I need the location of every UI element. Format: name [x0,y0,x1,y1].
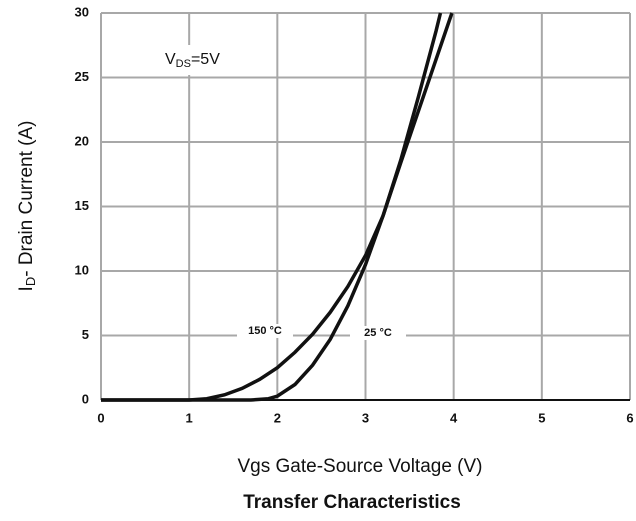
y-tick-label: 20 [75,133,89,148]
curve-label: 150 °C [248,325,282,337]
x-tick-label: 3 [362,410,369,425]
chart-title: Transfer Characteristics [243,492,461,513]
curve-label-bg [237,324,293,338]
y-axis-label: ID- Drain Current (A) [16,121,38,292]
curve-label: 25 °C [364,327,392,339]
x-tick-label: 2 [274,410,281,425]
y-tick-label: 25 [75,69,89,84]
y-label-main: I [16,286,37,291]
annotation-rest: =5V [191,51,220,68]
y-tick-label: 30 [75,4,89,19]
y-tick-label: 15 [75,198,89,213]
x-tick-label: 6 [626,410,633,425]
y-label-rest: - Drain Current (A) [16,121,37,277]
y-tick-label: 5 [82,327,89,342]
x-tick-label: 4 [450,410,458,425]
annotation-bg [150,45,250,75]
x-tick-label: 5 [538,410,545,425]
annotation-sub: DS [176,58,191,70]
x-axis-label: Vgs Gate-Source Voltage (V) [237,456,482,477]
data-line [101,12,443,402]
y-tick-label: 10 [75,262,89,277]
x-tick-label: 0 [97,410,104,425]
y-label-sub: D [23,277,38,286]
x-tick-label: 1 [186,410,193,425]
y-tick-label: 0 [82,391,89,406]
annotation: VDS=5V [165,51,220,70]
curve-label-bg [350,326,406,340]
annotation-main: V [165,51,176,68]
